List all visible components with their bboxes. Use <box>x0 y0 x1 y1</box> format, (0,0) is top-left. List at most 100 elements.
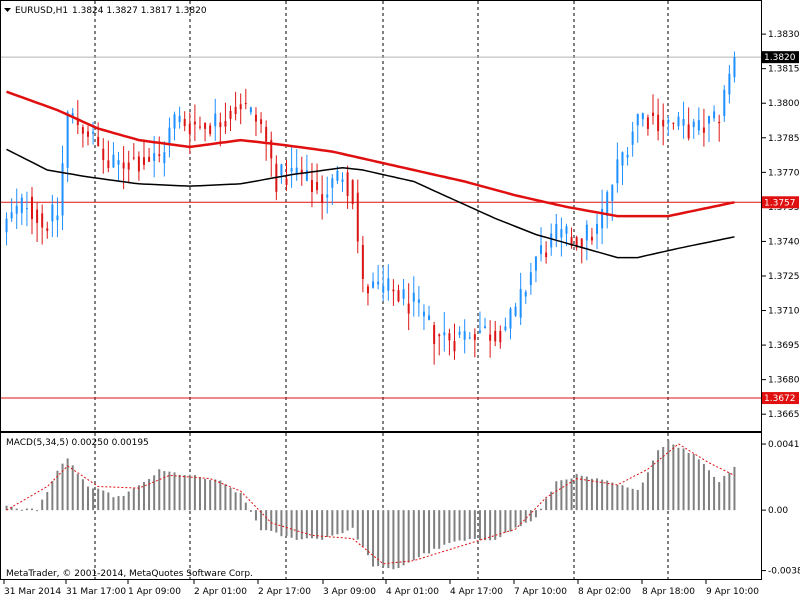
candle-bear <box>204 122 207 129</box>
macd-bar <box>295 510 298 540</box>
macd-bar <box>81 479 84 511</box>
candle-bear <box>122 162 125 169</box>
macd-bar <box>478 510 481 541</box>
candle-bull <box>10 212 13 219</box>
candle-bear <box>397 290 400 302</box>
candle-bear <box>36 209 39 223</box>
time-tick-label: 2 Apr 17:00 <box>258 587 311 597</box>
macd-bar <box>672 444 675 511</box>
time-tick-label: 2 Apr 01:00 <box>194 587 247 597</box>
macd-bar <box>565 479 568 511</box>
candle-bear <box>672 122 675 124</box>
macd-bar <box>708 470 711 511</box>
candle-bull <box>621 152 624 166</box>
candle-bull <box>641 113 644 120</box>
candle-bull <box>723 89 726 117</box>
candle-bull <box>519 289 522 318</box>
candle-bull <box>585 224 588 241</box>
macd-bar <box>5 505 8 511</box>
price-tick-label: 1.3680 <box>768 376 800 386</box>
macd-bar <box>545 498 548 511</box>
dropdown-triangle-icon[interactable] <box>4 8 11 12</box>
candle-bear <box>448 333 451 341</box>
price-tick-label: 1.3665 <box>768 410 800 420</box>
macd-bar <box>484 510 487 541</box>
candle-bull <box>626 154 629 158</box>
candle-bear <box>590 236 593 241</box>
macd-bar <box>728 472 731 511</box>
candle-bull <box>596 223 599 234</box>
candle-bear <box>193 121 196 125</box>
candle-bear <box>361 244 364 279</box>
candle-bull <box>295 167 298 175</box>
macd-bar <box>377 510 380 567</box>
candle-bull <box>504 326 507 331</box>
macd-bar <box>514 510 517 528</box>
macd-bar <box>112 497 115 511</box>
candle-bear <box>260 119 263 125</box>
price-tick-label: 1.3830 <box>768 30 800 40</box>
candle-bear <box>198 126 201 128</box>
candle-bull <box>713 111 716 119</box>
macd-bar <box>71 465 74 511</box>
macd-bar <box>132 488 135 511</box>
macd-bar <box>519 510 522 527</box>
macd-bar <box>224 484 227 511</box>
time-tick-label: 9 Apr 10:00 <box>706 587 759 597</box>
ohlc-label: 1.3824 1.3827 1.3817 1.3820 <box>72 6 207 16</box>
candle-bull <box>214 113 217 127</box>
candle-bull <box>458 331 461 335</box>
candle-bull <box>412 292 415 302</box>
macd-bar <box>438 510 441 549</box>
price-tick-label: 1.3740 <box>768 237 800 247</box>
macd-bar <box>652 460 655 511</box>
candle-bull <box>15 205 18 214</box>
macd-bar <box>524 510 527 523</box>
candle-bear <box>433 325 436 345</box>
macd-bar <box>687 453 690 511</box>
candle-bear <box>473 334 476 340</box>
candle-bull <box>25 208 28 210</box>
macd-bar <box>178 474 181 511</box>
macd-bar <box>611 482 614 511</box>
candle-bull <box>71 113 74 116</box>
macd-tick-label: 0.00419 <box>768 440 800 450</box>
macd-bar <box>336 510 339 535</box>
macd-bar <box>575 473 578 511</box>
candle-bear <box>265 126 268 142</box>
candle-bull <box>331 178 334 188</box>
price-tick-label: 1.3815 <box>768 65 800 75</box>
macd-tick-label: 0.00 <box>768 506 788 516</box>
candle-bear <box>351 180 354 205</box>
candle-bull <box>428 315 431 320</box>
candle-bull <box>616 159 619 184</box>
candle-bear <box>662 119 665 127</box>
macd-bar <box>193 475 196 511</box>
macd-bar <box>275 510 278 533</box>
macd-bar <box>244 502 247 511</box>
macd-bar <box>697 459 700 511</box>
candle-bull <box>153 153 156 161</box>
candle-bull <box>443 332 446 336</box>
candle-bear <box>229 110 232 119</box>
candle-bull <box>484 326 487 329</box>
time-tick-label: 31 Mar 17:00 <box>66 587 126 597</box>
macd-bar <box>382 510 385 567</box>
moving-average-line <box>6 148 735 259</box>
macd-bar <box>468 510 471 540</box>
price-tick-label: 1.3725 <box>768 272 800 282</box>
candle-bull <box>509 308 512 329</box>
macd-bar <box>36 510 39 512</box>
macd-bar <box>366 510 369 556</box>
candle-bull <box>606 192 609 217</box>
macd-bar <box>163 471 166 511</box>
candle-bear <box>148 156 151 162</box>
macd-bar <box>280 510 283 537</box>
price-axis: 1.38301.38151.38001.37851.37701.37551.37… <box>762 30 800 420</box>
macd-histogram <box>5 440 736 570</box>
candle-bear <box>285 178 288 185</box>
time-tick-label: 4 Apr 17:00 <box>450 587 503 597</box>
candle-bull <box>692 121 695 128</box>
macd-bar <box>270 510 273 531</box>
